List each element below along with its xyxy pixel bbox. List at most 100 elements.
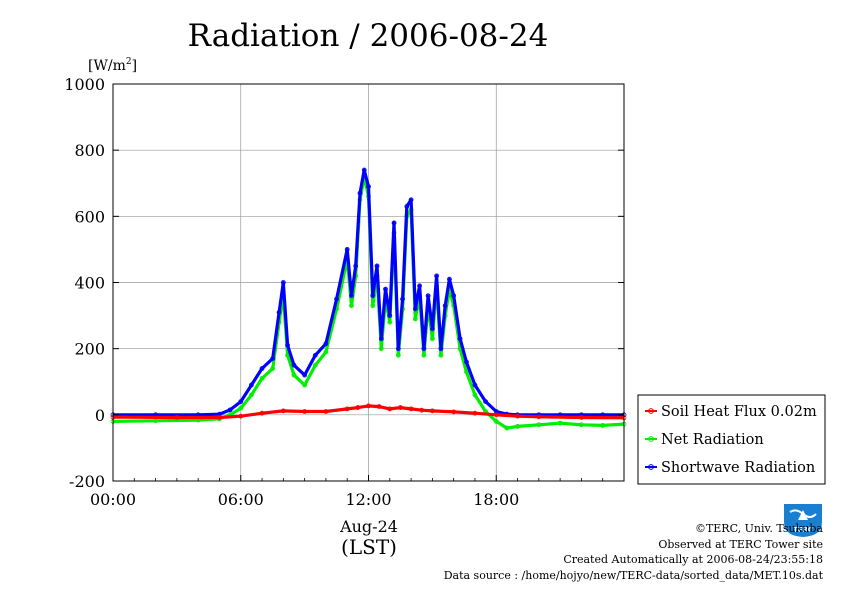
data-point	[378, 336, 384, 342]
data-point	[312, 362, 318, 368]
data-point	[312, 352, 318, 358]
data-point	[421, 352, 427, 358]
data-point	[504, 425, 510, 431]
y-tick-label: 800	[74, 141, 105, 160]
data-point	[438, 352, 444, 358]
y-tick-label: 600	[74, 207, 105, 226]
data-point	[366, 403, 371, 409]
data-point	[404, 204, 410, 209]
data-point	[421, 346, 427, 352]
data-point	[447, 276, 452, 282]
y-tick-label: -200	[69, 472, 105, 491]
x-tick-label: 06:00	[218, 490, 264, 509]
data-point	[248, 382, 254, 388]
data-point	[398, 405, 403, 410]
data-point	[579, 415, 584, 420]
data-point	[387, 313, 393, 318]
data-point	[302, 372, 308, 378]
data-point	[472, 382, 478, 388]
created-text: Created Automatically at 2006-08-24/23:5…	[563, 553, 823, 566]
x-axis-date-label: Aug-24	[339, 517, 398, 536]
data-point	[270, 356, 276, 361]
data-point	[600, 423, 606, 428]
data-point	[408, 197, 414, 203]
data-point	[238, 399, 244, 405]
data-point	[302, 409, 308, 414]
data-point	[451, 293, 457, 299]
data-point	[438, 346, 444, 352]
data-point	[238, 413, 244, 419]
legend-label: Net Radiation	[661, 432, 764, 448]
x-axis-timezone-label: (LST)	[341, 535, 397, 559]
data-point	[174, 415, 180, 420]
data-point	[334, 296, 339, 302]
series-line	[113, 168, 624, 417]
data-point	[291, 372, 297, 378]
data-point	[323, 341, 329, 347]
data-point	[383, 286, 388, 292]
data-point	[442, 303, 448, 309]
data-point	[419, 407, 425, 413]
data-point	[366, 184, 371, 189]
x-tick-label: 18:00	[473, 490, 519, 509]
data-point	[579, 422, 584, 428]
terc-logo: TERC	[782, 502, 824, 538]
data-point	[285, 342, 290, 348]
copyright-text: ©TERC, Univ. Tsukuba	[694, 522, 823, 535]
data-point	[429, 336, 435, 342]
data-point	[370, 303, 376, 309]
x-tick-label: 12:00	[345, 490, 391, 509]
data-point	[451, 409, 457, 415]
terc-logo-mark: TERC	[784, 504, 822, 537]
data-point	[457, 336, 463, 342]
data-point	[349, 293, 354, 299]
data-point	[434, 273, 440, 279]
data-point	[429, 408, 435, 414]
data-point	[238, 405, 244, 411]
credits-block: ©TERC, Univ. Tsukuba Observed at TERC To…	[444, 521, 823, 583]
y-axis-unit: [W/m2]	[88, 57, 137, 74]
data-point	[472, 410, 478, 416]
observed-text: Observed at TERC Tower site	[658, 537, 823, 551]
data-point	[291, 362, 297, 368]
data-point	[464, 359, 469, 365]
data-point	[378, 346, 384, 352]
legend-marker	[648, 464, 654, 470]
data-point	[361, 167, 367, 173]
data-point	[344, 406, 350, 412]
data-source-text: Data source : /home/hojyo/new/TERC-data/…	[443, 568, 823, 582]
data-point	[280, 408, 286, 414]
data-point	[248, 392, 254, 398]
legend: Soil Heat Flux 0.02m Net Radiation Shortwa…	[637, 394, 826, 485]
legend-box	[637, 394, 826, 485]
data-point	[259, 376, 265, 381]
data-point	[391, 220, 397, 226]
data-point	[408, 406, 414, 412]
data-point	[387, 406, 393, 412]
legend-marker	[648, 408, 654, 414]
data-point	[417, 283, 423, 289]
data-point	[557, 420, 563, 426]
legend-label: Soil Heat Flux 0.02m	[661, 404, 817, 420]
data-point	[374, 263, 380, 269]
y-tick-label: 400	[74, 274, 105, 293]
y-axis: -200 0 200 400 600 800 1000	[64, 75, 624, 491]
data-point	[323, 409, 329, 414]
data-point	[349, 303, 354, 309]
data-point	[395, 346, 401, 352]
data-point	[259, 410, 265, 416]
legend-label: Shortwave Radiation	[661, 460, 815, 476]
data-point	[493, 412, 499, 418]
data-point	[472, 392, 478, 398]
data-point	[376, 404, 382, 409]
data-point	[259, 366, 265, 371]
data-point	[270, 366, 276, 371]
data-point	[280, 280, 286, 285]
series-line	[112, 404, 625, 420]
data-point	[515, 424, 520, 429]
x-axis: 00:00 06:00 12:00 18:00	[90, 475, 604, 509]
data-point	[217, 415, 222, 420]
data-point	[515, 413, 520, 419]
data-point	[355, 405, 361, 410]
